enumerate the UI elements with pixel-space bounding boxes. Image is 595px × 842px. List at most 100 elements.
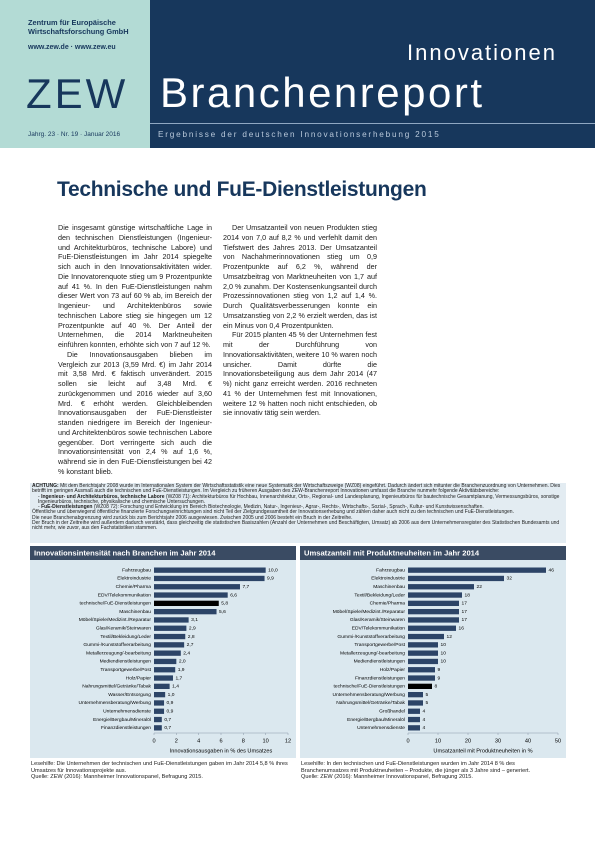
category-label: Gummi-/Kunststoffverarbeitung: [83, 642, 151, 648]
bar: [408, 675, 435, 681]
note-term: FuE-Dienstleistungen: [41, 504, 93, 511]
value-label: 8: [435, 684, 438, 690]
chart-title: Innovationsintensität nach Branchen im J…: [34, 549, 216, 558]
chart-caption: Lesehilfe: In den technischen und FuE-Di…: [301, 761, 563, 781]
source: Quelle: ZEW (2016): Mannheimer Innovatio…: [31, 774, 203, 781]
bar: [408, 667, 435, 673]
source: Quelle: ZEW (2016): Mannheimer Innovatio…: [301, 774, 473, 781]
value-label: 46: [549, 567, 555, 573]
value-label: 1,0: [168, 692, 175, 698]
bar: [408, 700, 423, 706]
category-label: Elektroindustrie: [371, 576, 405, 582]
bar: [154, 567, 266, 573]
category-label: technische/FuE-Dienstleistungen: [334, 684, 406, 690]
note-term: Ingenieur- und Architekturbüros, technis…: [41, 493, 165, 500]
value-label: 0,7: [164, 725, 171, 731]
bar: [154, 667, 176, 673]
category-label: Glas/Keramik/Steinwaren: [96, 626, 151, 632]
category-label: Nahrungsmittel/Getränke/Tabak: [82, 684, 151, 690]
bar: [154, 683, 170, 690]
report-title: Branchenreport: [160, 69, 485, 116]
bar: [154, 675, 173, 681]
category-label: Maschinenbau: [119, 609, 151, 615]
paragraph: Für 2015 planten 45 % der Unternehmen fe…: [223, 330, 377, 418]
category-label: Unternehmensdienste: [357, 725, 405, 731]
category-label: Energie/Bergbau/Mineralöl: [93, 717, 151, 723]
category-label: Unternehmensdienste: [103, 709, 151, 715]
bar: [154, 625, 187, 631]
category-label: Finanzdienstleistungen: [101, 725, 151, 731]
x-axis-label: Umsatzanteil mit Produktneuheiten in %: [433, 748, 532, 754]
bar: [408, 625, 456, 631]
category-label: Unternehmensberatung/Werbung: [79, 700, 152, 706]
category-label: Finanzdienstleistungen: [355, 675, 405, 681]
bar: [408, 691, 423, 698]
x-tick-label: 2: [175, 738, 178, 744]
bar: [154, 633, 186, 640]
header-rule: [150, 123, 595, 124]
x-tick-label: 12: [285, 738, 291, 744]
chart: Innovationsintensität nach Branchen im J…: [30, 546, 296, 758]
category-label: Textil/Bekleidung/Leder: [354, 592, 405, 598]
bar: [408, 650, 438, 656]
value-label: 5: [426, 700, 429, 706]
value-label: 2,4: [183, 650, 190, 656]
category-label: Holz/Papier: [380, 667, 406, 673]
category-label: Chemie/Pharma: [116, 584, 152, 590]
value-label: 22: [477, 584, 483, 590]
value-label: 12: [447, 634, 453, 640]
bar: [154, 708, 165, 714]
reading-aid: Lesehilfe: Die Unternehmen der technisch…: [31, 761, 288, 774]
value-label: 0,9: [167, 700, 174, 706]
bar: [408, 592, 462, 598]
category-label: Möbel/Spiele/Medizint./Reparatur: [79, 617, 152, 623]
bar: [154, 617, 189, 623]
x-tick-label: 10: [435, 738, 441, 744]
category-label: Metallerzeugung/-bearbeitung: [340, 650, 405, 656]
category-label: Chemie/Pharma: [370, 601, 406, 607]
value-label: 4: [423, 709, 426, 715]
value-label: 10: [441, 642, 447, 648]
issue-info: Jahrg. 23 · Nr. 19 · Januar 2016: [28, 131, 121, 138]
category-label: Energie/Bergbau/Mineralöl: [347, 717, 405, 723]
bar: [154, 600, 219, 607]
series-name: Innovationen: [407, 40, 557, 65]
value-label: 10,0: [268, 567, 278, 573]
value-label: 2,7: [187, 642, 194, 648]
category-label: Maschinenbau: [373, 584, 405, 590]
bar: [154, 642, 185, 648]
value-label: 5,6: [219, 609, 226, 615]
note-text: (WZ08 71): Architekturbüros für Hochbau,…: [38, 493, 560, 505]
body-text: Die insgesamt günstige wirtschaftliche L…: [58, 223, 542, 481]
note-lead: ACHTUNG:: [32, 483, 59, 489]
page-title: Technische und FuE-Dienstleistungen: [57, 178, 427, 201]
note-paragraph: Öffentliche und überwiegend öffentliche …: [32, 509, 514, 516]
x-tick-label: 30: [495, 738, 501, 744]
paragraph: Die insgesamt günstige wirtschaftliche L…: [58, 223, 212, 349]
chart-title: Umsatzanteil mit Produktneuheiten im Jah…: [304, 549, 480, 558]
institute-urls: www.zew.de · www.zew.eu: [28, 44, 116, 51]
value-label: 6,6: [230, 592, 237, 598]
value-label: 2,8: [188, 634, 195, 640]
category-label: Nahrungsmittel/Getränke/Tabak: [336, 700, 405, 706]
bar: [154, 592, 228, 598]
value-label: 17: [462, 617, 468, 623]
value-label: 3,1: [191, 617, 198, 623]
bar: [408, 642, 438, 648]
value-label: 10: [441, 659, 447, 665]
value-label: 16: [459, 626, 465, 632]
chart-caption: Lesehilfe: Die Unternehmen der technisch…: [31, 761, 293, 781]
paragraph: Die Innovationsausgaben blieben im Vergl…: [58, 349, 212, 476]
bar: [408, 600, 459, 607]
bar: [408, 617, 459, 623]
bar: [154, 575, 265, 582]
x-tick-label: 8: [242, 738, 245, 744]
note-text: (WZ08 72): Forschung und Entwicklung im …: [93, 504, 484, 511]
bar: [408, 584, 474, 590]
bar: [408, 683, 432, 690]
note-list: Ingenieur- und Architekturbüros, technis…: [32, 493, 564, 511]
paragraph: Der Umsatzanteil von neuen Produkten sti…: [223, 223, 377, 330]
value-label: 5: [426, 692, 429, 698]
bar: [408, 716, 420, 723]
value-label: 1,7: [175, 675, 182, 681]
